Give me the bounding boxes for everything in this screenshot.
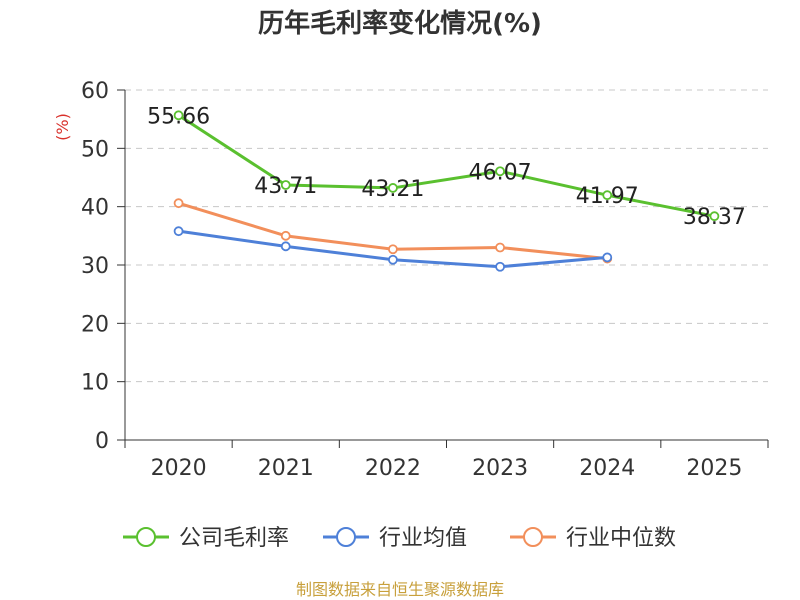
data-point bbox=[173, 110, 184, 121]
y-tick-label: 20 bbox=[81, 312, 109, 337]
data-point bbox=[388, 254, 398, 265]
series-group bbox=[173, 110, 720, 272]
legend-marker bbox=[336, 527, 356, 547]
data-labels: 55.66 43.71 43.21 46.07 41.97 38.37 bbox=[147, 104, 746, 230]
data-point bbox=[602, 190, 613, 201]
data-point bbox=[173, 226, 184, 237]
axes bbox=[117, 89, 769, 448]
y-tick-label: 30 bbox=[81, 254, 109, 279]
x-tick-labels: 2020 2021 2022 2023 2024 2025 bbox=[151, 456, 743, 481]
x-tick-label: 2024 bbox=[579, 456, 635, 481]
data-label: 43.21 bbox=[361, 177, 424, 202]
legend-marker bbox=[136, 527, 156, 547]
legend-label: 行业均值 bbox=[379, 526, 467, 551]
x-tick-label: 2022 bbox=[365, 456, 421, 481]
chart-title: 历年毛利率变化情况(%) bbox=[258, 8, 542, 39]
data-label: 38.37 bbox=[683, 205, 746, 230]
data-point bbox=[495, 166, 505, 177]
legend-marker bbox=[523, 527, 543, 547]
grid-lines bbox=[125, 89, 768, 383]
y-tick-label: 40 bbox=[81, 196, 109, 221]
legend-label: 公司毛利率 bbox=[179, 526, 289, 551]
data-point bbox=[495, 261, 505, 272]
data-point bbox=[280, 180, 291, 190]
data-point bbox=[495, 242, 505, 253]
y-tick-label: 60 bbox=[81, 79, 109, 104]
x-tick-label: 2021 bbox=[258, 456, 314, 481]
data-point bbox=[388, 244, 398, 255]
data-point bbox=[173, 198, 184, 209]
data-point bbox=[602, 252, 613, 263]
y-axis-label: (%) bbox=[53, 113, 72, 141]
legend-label: 行业中位数 bbox=[566, 526, 676, 551]
y-tick-label: 0 bbox=[95, 429, 109, 454]
x-tick-label: 2023 bbox=[472, 456, 528, 481]
y-tick-labels: 0 10 20 30 40 50 60 bbox=[81, 79, 109, 454]
data-label: 46.07 bbox=[469, 160, 532, 185]
data-label: 43.71 bbox=[254, 174, 317, 199]
data-point bbox=[709, 211, 720, 222]
y-tick-label: 10 bbox=[81, 371, 109, 396]
data-point bbox=[280, 241, 291, 252]
source-note: 制图数据来自恒生聚源数据库 bbox=[296, 580, 504, 599]
x-tick-label: 2020 bbox=[151, 456, 207, 481]
data-label: 55.66 bbox=[147, 104, 210, 129]
legend: 公司毛利率 行业均值 行业中位数 bbox=[123, 526, 676, 551]
x-tick-label: 2025 bbox=[686, 456, 742, 481]
data-point bbox=[388, 183, 398, 193]
data-label: 41.97 bbox=[576, 184, 639, 209]
y-tick-label: 50 bbox=[81, 137, 109, 162]
series-line-0 bbox=[177, 114, 715, 218]
data-point bbox=[280, 230, 291, 241]
